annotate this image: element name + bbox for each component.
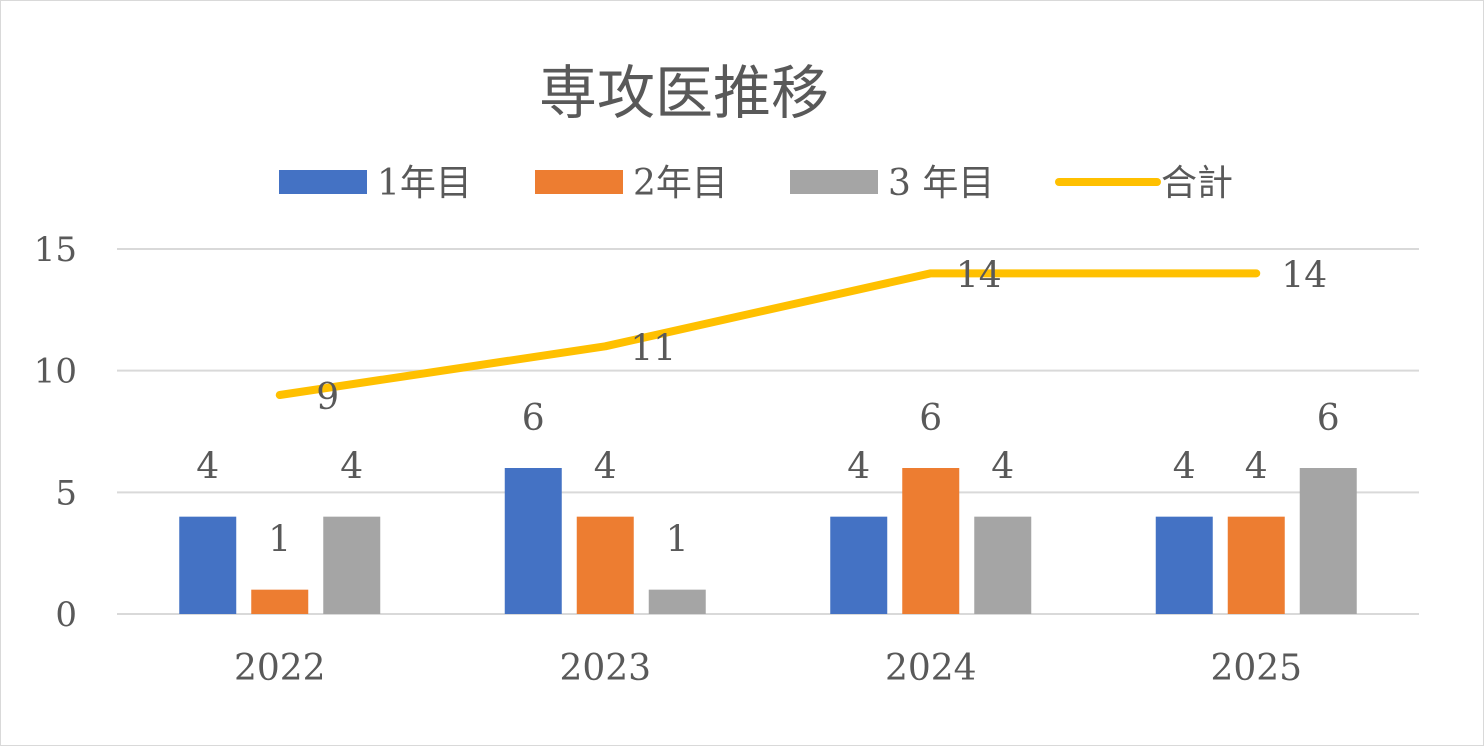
bar-2025-3 [1299, 468, 1357, 614]
gridlines [117, 248, 1419, 615]
bar-2022-1 [179, 516, 237, 614]
y-tick-label-15: 15 [34, 230, 77, 270]
y-tick-label-0: 0 [55, 595, 77, 635]
legend-swatch-2 [535, 170, 623, 194]
line-data-label: 9 [316, 377, 339, 418]
bar-2025-2 [1227, 516, 1285, 614]
bar-data-label: 4 [594, 447, 617, 488]
bar-data-label: 6 [522, 398, 545, 439]
bar-data-label: 4 [196, 447, 219, 488]
line-data-label: 14 [1281, 255, 1327, 296]
line-data-label: 11 [630, 328, 676, 369]
bar-data-label: 6 [1317, 398, 1340, 439]
bar-2022-2 [251, 589, 309, 614]
legend: 1年目 2年目 3 年目 合計 [279, 163, 1233, 204]
legend-label-4: 合計 [1161, 163, 1233, 204]
bar-2023-3 [648, 589, 706, 614]
x-tick-label-2023: 2023 [559, 648, 651, 689]
bar-series-group [179, 468, 1357, 614]
bar-data-label: 4 [991, 447, 1014, 488]
bar-data-label: 4 [847, 447, 870, 488]
bar-2023-2 [576, 516, 634, 614]
bar-data-label: 1 [268, 520, 291, 561]
x-tick-label-2024: 2024 [885, 648, 977, 689]
legend-label-2: 2年目 [633, 163, 728, 204]
bar-2025-1 [1155, 516, 1213, 614]
bar-2022-3 [323, 516, 381, 614]
bar-data-label: 4 [1245, 447, 1268, 488]
bar-2024-3 [974, 516, 1032, 614]
y-tick-label-5: 5 [55, 473, 77, 513]
total-line [275, 269, 1261, 399]
y-axis: 0 5 10 15 [34, 230, 77, 635]
x-tick-label-2025: 2025 [1210, 648, 1302, 689]
x-axis: 2022 2023 2024 2025 [234, 648, 1302, 689]
legend-label-1: 1年目 [377, 163, 472, 204]
legend-swatch-1 [279, 170, 367, 194]
bar-2024-2 [902, 468, 960, 614]
legend-label-3: 3 年目 [888, 163, 994, 204]
bar-data-label: 6 [919, 398, 942, 439]
line-data-label: 14 [956, 255, 1002, 296]
chart-title: 専攻医推移 [539, 59, 829, 127]
legend-swatch-3 [790, 170, 878, 194]
bar-data-label: 1 [666, 520, 689, 561]
y-tick-label-10: 10 [34, 352, 77, 392]
bar-data-label: 4 [1173, 447, 1196, 488]
x-tick-label-2022: 2022 [234, 648, 326, 689]
bar-2023-1 [504, 468, 562, 614]
bar-data-label: 4 [340, 447, 363, 488]
bar-2024-1 [830, 516, 888, 614]
line-series-group [275, 269, 1261, 399]
